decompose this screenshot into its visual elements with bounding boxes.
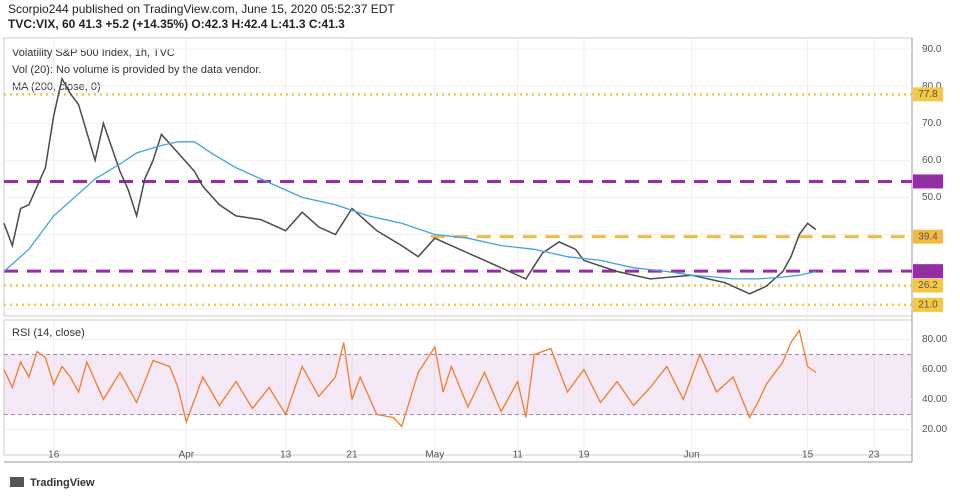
level-label-box [913, 297, 943, 312]
y-tick-label: 70.0 [922, 118, 942, 129]
level-label-box [913, 278, 943, 293]
rsi-band [4, 354, 912, 415]
level-label: 39.4 [918, 231, 938, 242]
quote: TVC:VIX, 60 41.3 +5.2 (+14.35%) O:42.3 H… [8, 17, 345, 31]
x-tick-label: 23 [868, 450, 880, 461]
x-tick-label: Apr [178, 450, 194, 461]
level-label-box [913, 174, 943, 189]
chart-title: Volatility S&P 500 Index, 1h, TVC [12, 47, 175, 59]
x-tick-label: 19 [578, 450, 590, 461]
x-tick-label: May [425, 450, 444, 461]
level-label: 54.3 [918, 176, 938, 187]
footer-logo: TradingView [30, 477, 95, 489]
level-label: 21.0 [918, 300, 938, 311]
series-line [3, 328, 817, 428]
x-tick-label: 21 [346, 450, 358, 461]
y-tick-label: 60.00 [922, 364, 947, 375]
y-tick-label: 90.0 [922, 44, 942, 55]
y-tick-label: 40.00 [922, 394, 947, 405]
level-label-box [913, 229, 943, 244]
y-tick-label: 80.0 [922, 81, 942, 92]
series-line [3, 76, 817, 295]
level-label: 30.1 [918, 266, 938, 277]
y-tick-label: 60.0 [922, 155, 942, 166]
y-tick-label: 20.00 [922, 424, 947, 435]
level-label-box [913, 264, 943, 279]
annotation: MA (200, close, 0) [12, 81, 101, 93]
level-label-box [913, 87, 943, 102]
level-label: 26.2 [918, 280, 938, 291]
x-tick-label: 15 [802, 450, 814, 461]
series-line [3, 141, 817, 280]
x-tick-label: 11 [512, 450, 523, 461]
level-label: 77.8 [918, 89, 938, 100]
y-tick-label: 80.00 [922, 334, 947, 345]
x-tick-label: 13 [280, 450, 292, 461]
logo-icon [10, 477, 24, 487]
publisher: Scorpio244 published on TradingView.com,… [8, 2, 395, 16]
x-tick-label: Jun [684, 450, 700, 461]
x-tick-label: 16 [48, 450, 60, 461]
annotation: Vol (20): No volume is provided by the d… [12, 64, 261, 76]
y-tick-label: 50.0 [922, 192, 942, 203]
rsi-title: RSI (14, close) [12, 327, 85, 339]
